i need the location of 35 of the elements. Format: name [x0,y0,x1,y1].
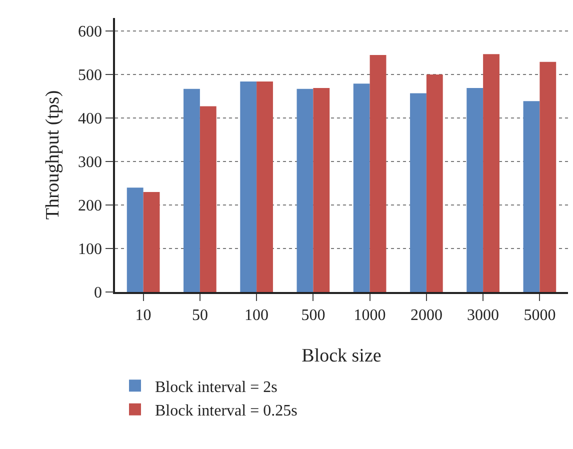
bar [313,88,330,292]
x-tick-label: 5000 [524,306,556,324]
y-axis-title: Throughput (tps) [42,90,64,220]
bar [523,101,540,292]
y-tick-label: 0 [94,284,102,302]
x-axis-title: Block size [302,345,382,366]
bar [200,106,216,292]
bar [410,93,426,292]
bar [426,74,443,292]
y-tick-label: 400 [78,110,102,128]
bar [126,188,144,292]
y-tick-label: 600 [78,24,102,41]
bar [256,82,273,292]
legend-label: Block interval = 2s [155,378,278,396]
x-tick-label: 100 [244,306,269,324]
bar [466,88,484,292]
bar [370,54,386,292]
bar [240,82,257,292]
y-tick-label: 100 [78,241,102,258]
y-tick-label: 300 [78,154,102,172]
x-tick-label: 10 [135,306,152,324]
x-tick-label: 1000 [354,306,386,324]
y-tick-label: 200 [78,198,102,215]
x-tick-label: 2000 [410,306,442,324]
bar [483,54,500,292]
bar [353,84,370,292]
bar [184,88,200,292]
x-tick-label: 3000 [467,306,500,324]
bar [296,88,314,292]
bar [143,192,160,292]
legend-label: Block interval = 0.25s [155,402,298,420]
x-tick-label: 50 [192,306,208,324]
y-tick-label: 500 [78,67,102,84]
bar [540,62,556,292]
x-tick-label: 500 [301,306,326,324]
